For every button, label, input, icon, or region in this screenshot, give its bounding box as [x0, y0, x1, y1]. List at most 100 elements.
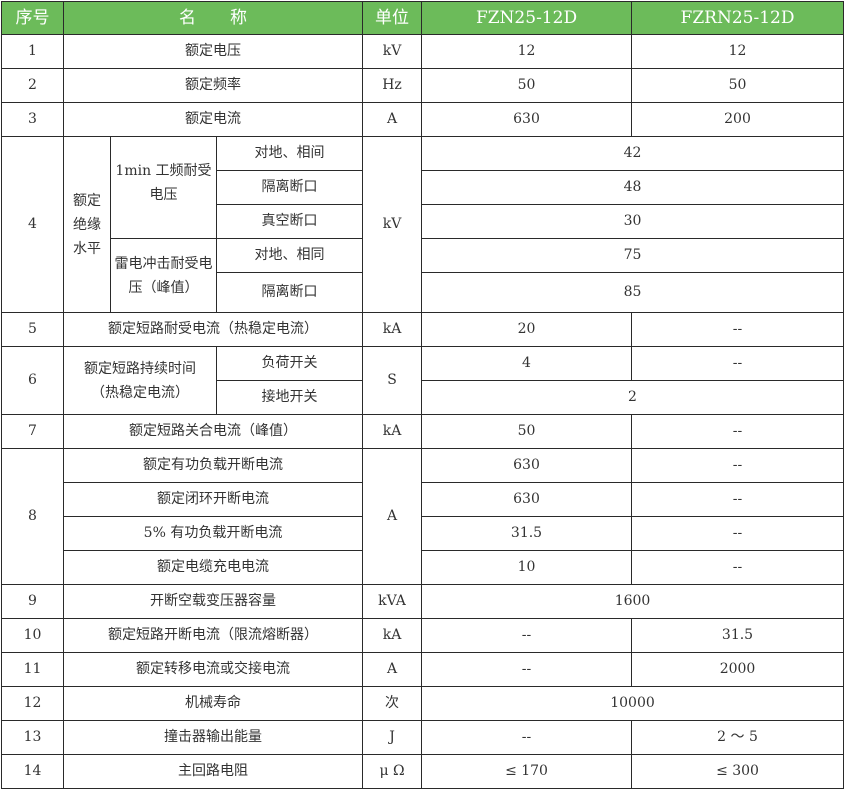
row-name: 额定电压 — [62, 34, 364, 69]
row-value1: 630 — [421, 448, 633, 483]
row-value1: 4 — [421, 346, 633, 381]
row-value2: 50 — [631, 68, 844, 103]
row-name: 主回路电阻 — [62, 754, 364, 789]
row-unit: μ Ω — [362, 754, 423, 789]
table-row: 2 额定频率 Hz 50 50 — [1, 68, 844, 103]
table-row: 额定电缆充电电流 10 -- — [2, 550, 844, 585]
row-unit: kV — [362, 136, 423, 313]
row-name: 撞击器输出能量 — [62, 720, 364, 755]
row-no: 7 — [1, 414, 64, 449]
row-no: 1 — [1, 34, 64, 69]
row-value2: -- — [631, 346, 844, 381]
row-value1: 630 — [421, 482, 633, 517]
row-no: 2 — [1, 68, 64, 103]
row-unit: kVA — [362, 584, 423, 619]
row-no: 9 — [1, 584, 64, 619]
row-unit: Hz — [362, 68, 423, 103]
table-row: 真空断口 30 — [2, 204, 844, 239]
row-value2: -- — [631, 482, 844, 517]
row-no: 5 — [1, 312, 64, 347]
row-value2: -- — [631, 516, 844, 551]
sub-item: 对地、相同 — [215, 238, 364, 273]
table-row: 隔离断口 85 — [2, 272, 844, 313]
row-unit: kA — [362, 312, 423, 347]
row-name: 额定频率 — [62, 68, 364, 103]
row-value1: 50 — [421, 414, 633, 449]
table-row: 4 额定绝缘水平 1min 工频耐受电压 对地、相间 kV 42 — [1, 136, 844, 313]
row-no: 3 — [1, 102, 64, 137]
row-name: 机械寿命 — [62, 686, 364, 721]
row-value2: -- — [631, 448, 844, 483]
table-row: 8 额定有功负载开断电流 A 630 -- — [1, 448, 844, 585]
row-unit: kA — [362, 618, 423, 653]
row-value1: -- — [421, 652, 633, 687]
row-value: 85 — [421, 272, 844, 313]
row-value2: -- — [631, 550, 844, 585]
sub-item: 对地、相间 — [215, 136, 364, 171]
row-name: 额定短路持续时间（热稳定电流） — [63, 346, 217, 415]
row-unit: A — [362, 448, 423, 585]
row-name: 额定电流 — [62, 102, 364, 137]
header-name: 名 称 — [62, 1, 364, 35]
table-row: 额定闭环开断电流 630 -- — [2, 482, 844, 517]
row-unit: J — [362, 720, 423, 755]
row-value2: -- — [631, 312, 844, 347]
header-no: 序号 — [1, 1, 64, 35]
row-value2: 200 — [631, 102, 844, 137]
header-model1: FZN25-12D — [421, 1, 633, 35]
table-row: 1 额定电压 kV 12 12 — [1, 34, 844, 69]
table-row: 隔离断口 48 — [2, 170, 844, 205]
row-value2: 31.5 — [631, 618, 844, 653]
table-row: 接地开关 2 — [2, 380, 844, 415]
row-name: 5% 有功负载开断电流 — [62, 516, 364, 551]
row-unit: kV — [362, 34, 423, 69]
sub-item: 接地开关 — [215, 380, 364, 415]
table-row: 5 额定短路耐受电流（热稳定电流） kA 20 -- — [1, 312, 844, 347]
row-no: 8 — [1, 448, 64, 585]
row-value1: 12 — [421, 34, 633, 69]
row-value: 1600 — [421, 584, 844, 619]
row-value2: 12 — [631, 34, 844, 69]
sub-item: 负荷开关 — [215, 346, 364, 381]
row-value1: 20 — [421, 312, 633, 347]
row-no: 6 — [1, 346, 64, 415]
row-value: 2 — [421, 380, 844, 415]
group-power-frequency: 1min 工频耐受电压 — [110, 136, 217, 239]
group-lightning-impulse: 雷电冲击耐受电压（峰值） — [110, 238, 217, 313]
table-row: 14 主回路电阻 μ Ω ≤ 170 ≤ 300 — [1, 754, 844, 789]
row-value: 48 — [421, 170, 844, 205]
row-name: 额定转移电流或交接电流 — [62, 652, 364, 687]
table-row: 13 撞击器输出能量 J -- 2 ～ 5 — [1, 720, 844, 755]
row-value1: -- — [421, 618, 633, 653]
row-unit: A — [362, 652, 423, 687]
row-name: 额定电缆充电电流 — [62, 550, 364, 585]
row-no: 13 — [1, 720, 64, 755]
row-no: 12 — [1, 686, 64, 721]
header-model2: FZRN25-12D — [631, 1, 844, 35]
row-no: 4 — [1, 136, 64, 313]
row-value1: 10 — [421, 550, 633, 585]
row-value2: ≤ 300 — [631, 754, 844, 789]
row-name: 额定绝缘水平 — [63, 136, 111, 313]
row-value1: 31.5 — [421, 516, 633, 551]
table-row: 10 额定短路开断电流（限流熔断器） kA -- 31.5 — [1, 618, 844, 653]
table-row: 11 额定转移电流或交接电流 A -- 2000 — [1, 652, 844, 687]
row-value2: -- — [631, 414, 844, 449]
row-value1: ≤ 170 — [421, 754, 633, 789]
row-value1: 630 — [421, 102, 633, 137]
row-unit: kA — [362, 414, 423, 449]
row-name: 额定有功负载开断电流 — [62, 448, 364, 483]
header-row: 序号 名 称 单位 FZN25-12D FZRN25-12D — [1, 1, 844, 35]
table-row: 雷电冲击耐受电压（峰值） 对地、相同 75 — [2, 238, 844, 313]
row-name: 额定闭环开断电流 — [62, 482, 364, 517]
table-row: 5% 有功负载开断电流 31.5 -- — [2, 516, 844, 551]
row-value1: -- — [421, 720, 633, 755]
row-value2: 2000 — [631, 652, 844, 687]
row-name: 额定短路耐受电流（热稳定电流） — [62, 312, 364, 347]
table-row: 12 机械寿命 次 10000 — [1, 686, 844, 721]
row-value: 42 — [421, 136, 844, 171]
row-value2: 2 ～ 5 — [631, 720, 844, 755]
row-name: 额定短路开断电流（限流熔断器） — [62, 618, 364, 653]
table-row: 7 额定短路关合电流（峰值） kA 50 -- — [1, 414, 844, 449]
